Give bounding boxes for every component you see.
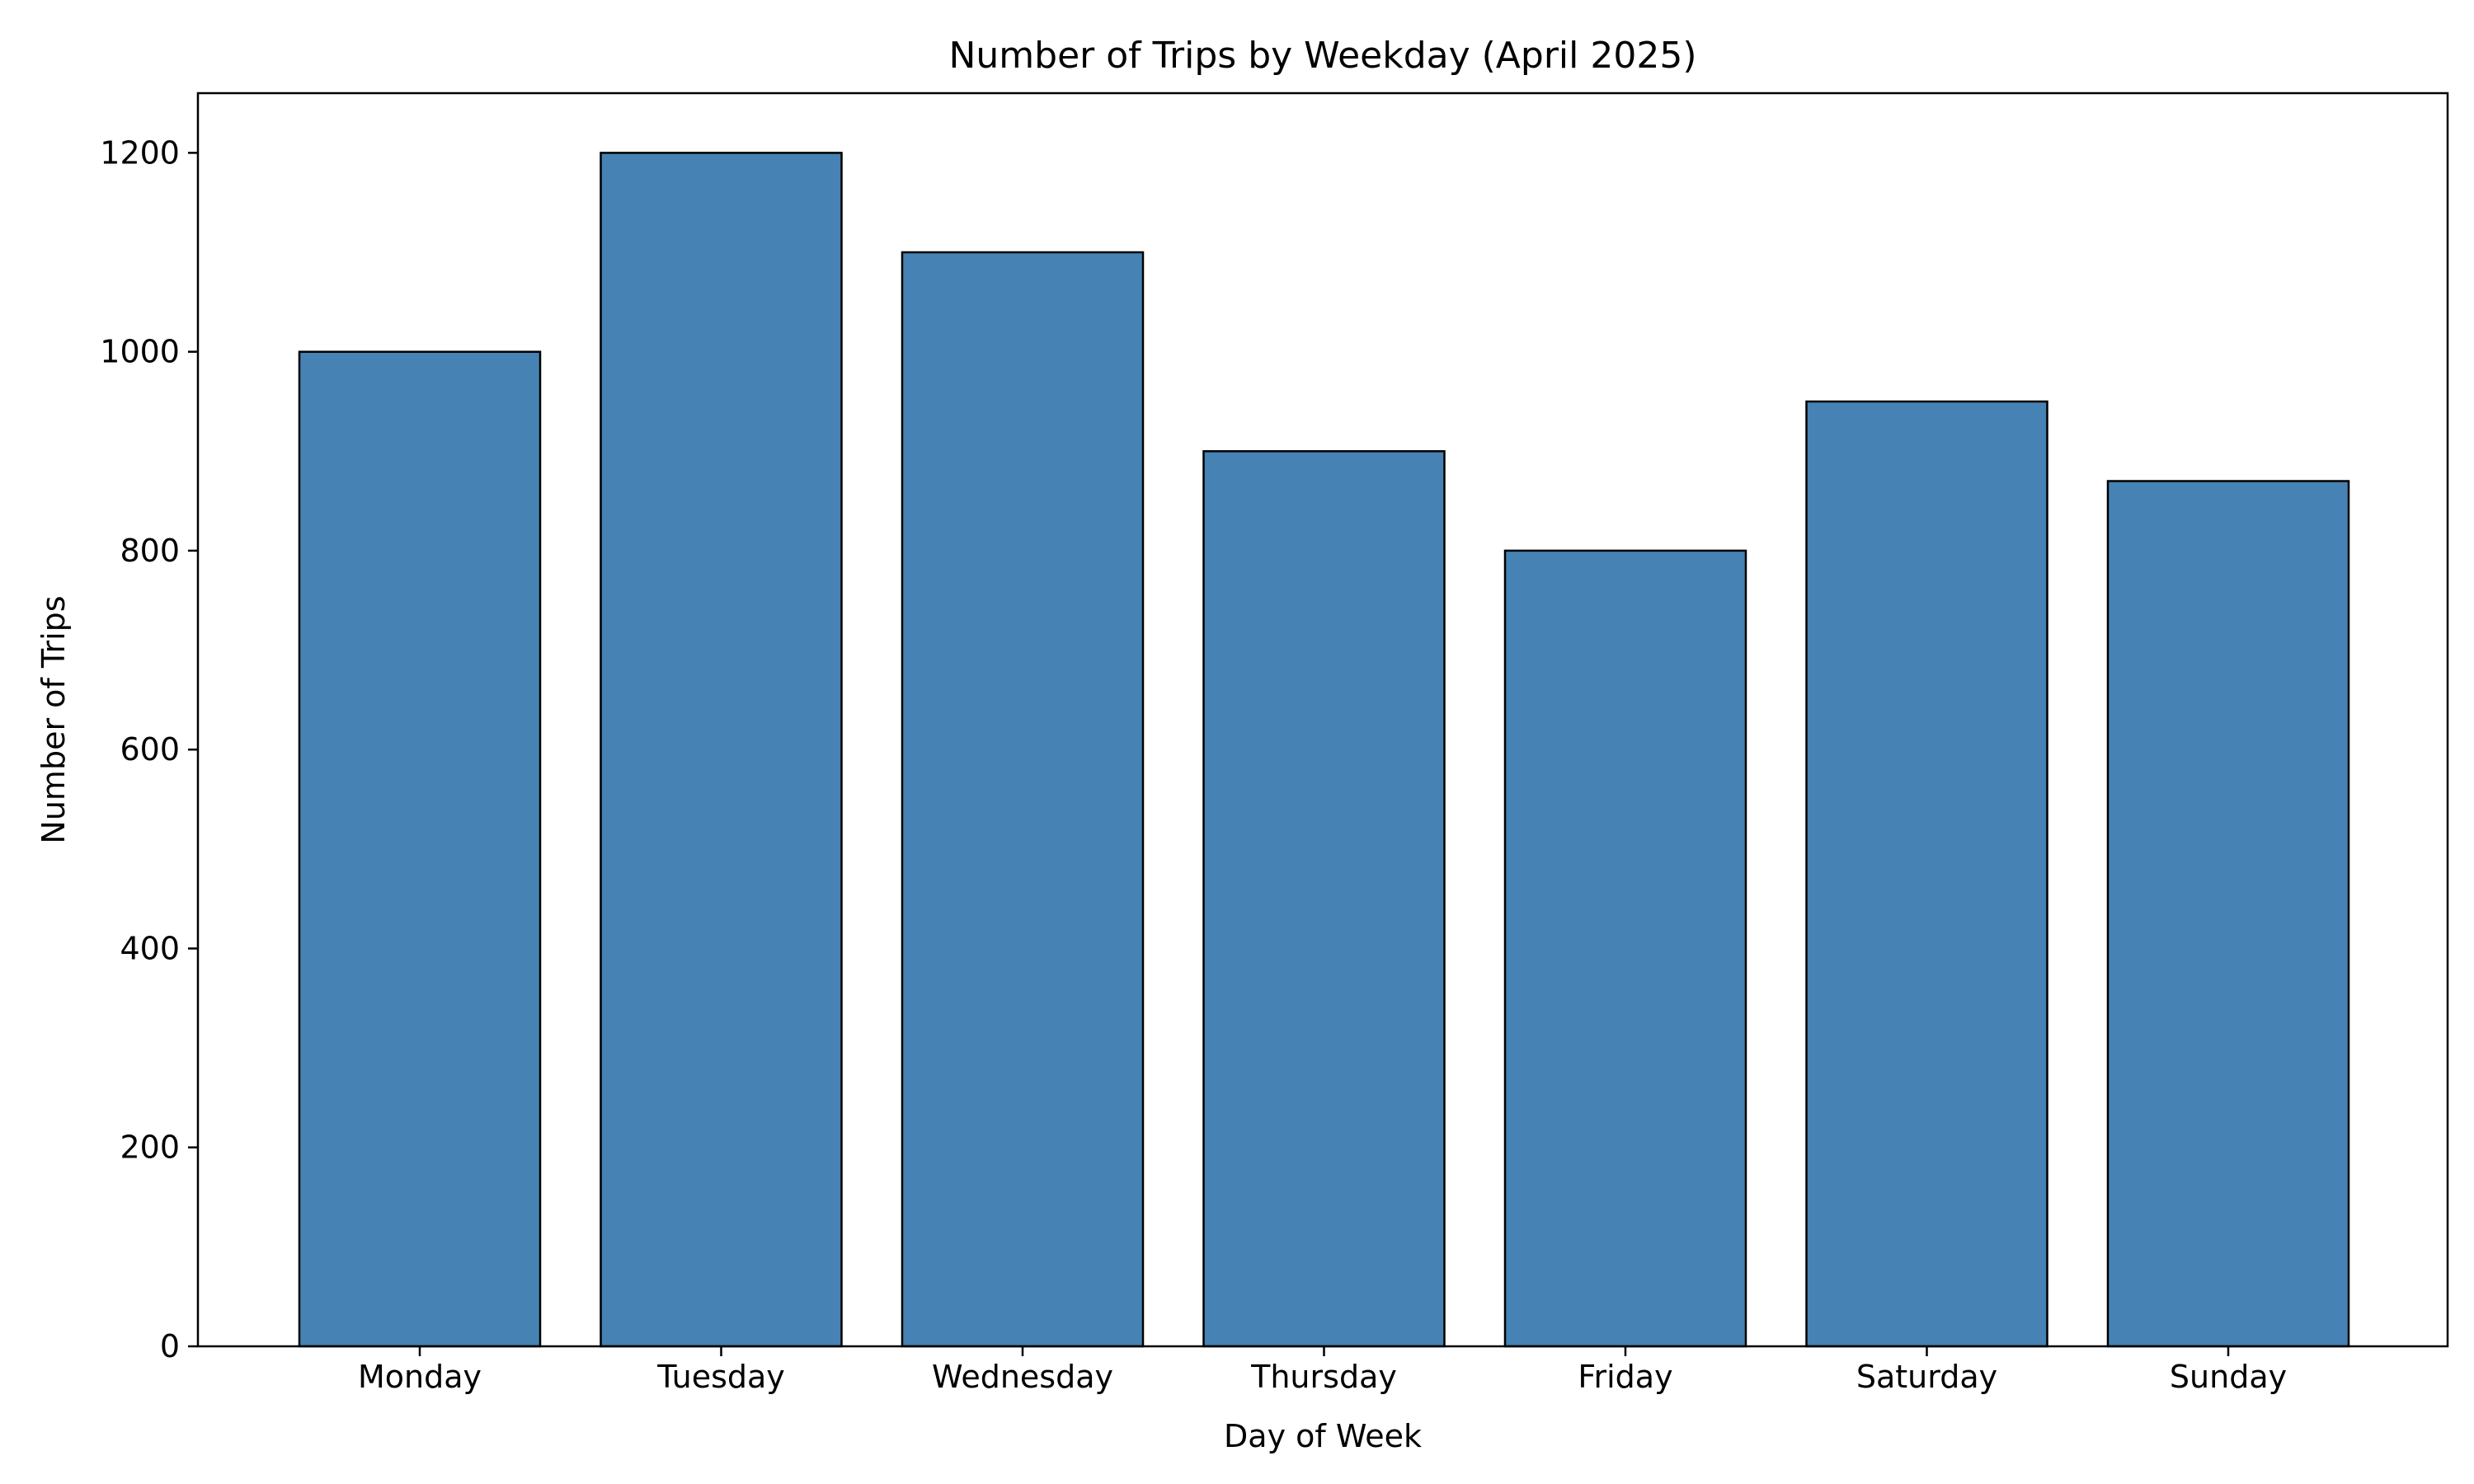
y-tick-label: 600 bbox=[120, 731, 180, 768]
chart-title: Number of Trips by Weekday (April 2025) bbox=[949, 35, 1697, 77]
bar-thursday bbox=[1202, 450, 1446, 1348]
ticks-layer: Monday Tuesday Wednesday Thursday Friday Satu… bbox=[100, 134, 2287, 1395]
x-tick-label: Sunday bbox=[2170, 1359, 2287, 1395]
x-tick-label: Friday bbox=[1578, 1359, 1672, 1395]
x-axis-label: Day of Week bbox=[1224, 1418, 1422, 1454]
bar-tuesday bbox=[600, 152, 843, 1348]
x-tick-label: Monday bbox=[358, 1359, 482, 1395]
x-tick-label: Saturday bbox=[1856, 1359, 1997, 1395]
y-axis-label: Number of Trips bbox=[35, 595, 72, 843]
x-tick-label: Tuesday bbox=[656, 1359, 785, 1395]
y-tick-label: 1200 bbox=[100, 134, 180, 171]
bar-sunday bbox=[2106, 480, 2350, 1348]
y-tick-label: 400 bbox=[120, 930, 180, 966]
y-tick-label: 1000 bbox=[100, 334, 180, 370]
bar-saturday bbox=[1805, 400, 2048, 1348]
y-tick-label: 0 bbox=[160, 1328, 180, 1364]
x-tick-label: Thursday bbox=[1250, 1359, 1397, 1395]
bar-wednesday bbox=[901, 251, 1145, 1348]
x-tick-label: Wednesday bbox=[932, 1359, 1113, 1395]
plot-frame bbox=[196, 92, 2449, 1348]
bars-layer bbox=[298, 152, 2350, 1348]
y-tick-label: 200 bbox=[120, 1129, 180, 1166]
bar-friday bbox=[1503, 549, 1747, 1348]
bar-monday bbox=[298, 350, 542, 1348]
y-tick-label: 800 bbox=[120, 533, 180, 569]
